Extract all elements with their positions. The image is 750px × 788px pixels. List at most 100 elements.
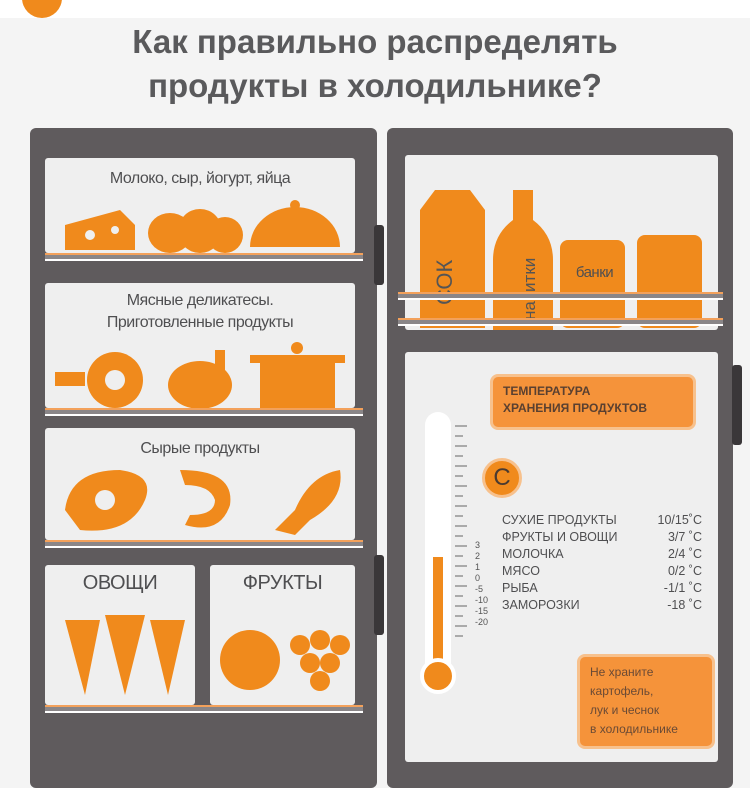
thermometer-tick [455, 425, 467, 427]
product-type: ФРУКТЫ И ОВОЩИ [502, 530, 618, 544]
shrimp-icon [180, 470, 231, 528]
temperature-range: 3/7 ˚C [667, 530, 702, 544]
juice-carton-icon [420, 210, 485, 328]
prepared-icons [55, 342, 345, 410]
title-line-2: продукты в холодильнике? [148, 67, 602, 104]
warning-line: Не храните [590, 665, 654, 679]
warning-line: лук и чеснок [590, 703, 660, 717]
product-type: МОЛОЧКА [502, 547, 564, 561]
shelf-line [45, 705, 363, 713]
warning-line: в холодильнике [590, 722, 678, 736]
product-type: СУХИЕ ПРОДУКТЫ [502, 513, 617, 527]
product-type: ЗАМОРОЗКИ [502, 598, 580, 612]
cloche-icon [250, 207, 340, 247]
title-line-1: Как правильно распределять [132, 23, 618, 60]
scale-label: 2 [475, 551, 481, 561]
thermometer-tick [455, 535, 463, 537]
cans-label: банки [575, 264, 614, 281]
hinge [374, 555, 384, 635]
thermometer-tick [455, 625, 467, 627]
thermometer-tick [455, 545, 467, 547]
top-bar [0, 0, 750, 18]
thermometer-bulb [420, 658, 456, 694]
scale-label: -10 [475, 595, 489, 605]
celsius-badge: C [482, 458, 522, 498]
temperature-range: 2/4 ˚C [667, 547, 702, 561]
thermometer-tick [455, 515, 463, 517]
hinge [374, 225, 384, 285]
hinge [732, 365, 742, 445]
thermometer-tick [455, 595, 463, 597]
label-line: Приготовленные продукты [106, 314, 294, 331]
warning-note: Не храните картофель, лук и чеснок в хол… [577, 654, 715, 749]
thermometer-tick [455, 525, 467, 527]
thermometer-tick [455, 605, 467, 607]
scale-label: -20 [475, 617, 489, 627]
grapes-icon [290, 630, 350, 691]
heading-line: ТЕМПЕРАТУРА [503, 384, 591, 398]
temperature-heading: ТЕМПЕРАТУРА ХРАНЕНИЯ ПРОДУКТОВ [490, 374, 696, 430]
pot-icon [260, 360, 335, 410]
heading-line: ХРАНЕНИЯ ПРОДУКТОВ [503, 401, 647, 415]
egg-icon [207, 217, 243, 253]
warning-line: картофель, [590, 684, 654, 698]
celsius-symbol: C [493, 464, 511, 491]
apple-icon [220, 630, 280, 690]
raw-icons [65, 470, 341, 535]
temperature-row: ЗАМОРОЗКИ -18 ˚C [502, 597, 702, 614]
fruit-icons [220, 630, 350, 691]
temperature-row: МОЛОЧКА 2/4 ˚C [502, 546, 702, 563]
shelf-prepared-label: Мясные деликатесы. Приготовленные продук… [45, 290, 355, 334]
shelf-line [398, 292, 723, 300]
carrot-icons [65, 615, 185, 695]
scale-label: 1 [475, 562, 481, 572]
temperature-range: -1/1 ˚C [663, 581, 702, 595]
thermometer-tick [455, 575, 463, 577]
drinks-icons [420, 190, 702, 330]
temperature-range: 10/15˚C [657, 513, 702, 527]
scale-label: -5 [475, 584, 484, 594]
thermometer-tick [455, 615, 463, 617]
fish-icon [275, 470, 341, 535]
thermometer-tick [455, 565, 467, 567]
temperature-range: -18 ˚C [667, 598, 702, 612]
thermometer-tick [455, 435, 463, 437]
carrot-icon [65, 620, 100, 695]
product-type: МЯСО [502, 564, 540, 578]
can-icon [637, 235, 702, 328]
temperature-range: 0/2 ˚C [667, 564, 702, 578]
shelf-line [45, 408, 363, 416]
thermometer-level [433, 557, 443, 677]
drinks-label: напитки [520, 257, 539, 320]
product-type: РЫБА [502, 581, 538, 595]
scale-label: -15 [475, 606, 489, 616]
dairy-icons [65, 200, 340, 253]
thermometer-tick [455, 465, 467, 467]
carrot-icon [105, 615, 145, 695]
page-title: Как правильно распределять продукты в хо… [0, 20, 750, 108]
temperature-row: РЫБА -1/1 ˚C [502, 580, 702, 597]
thermometer-tick [455, 455, 463, 457]
thermometer-tick [455, 475, 463, 477]
shelf-dairy-label: Молоко, сыр, йогурт, яйца [109, 170, 291, 187]
carrot-icon [150, 620, 185, 695]
logo-circle [22, 0, 62, 18]
label-line: Мясные деликатесы. [126, 292, 274, 309]
shelf-line [398, 318, 723, 326]
thermometer-tick [455, 445, 467, 447]
temperature-row: МЯСО 0/2 ˚C [502, 563, 702, 580]
can-icon [560, 240, 625, 328]
thermometer-tick [455, 505, 467, 507]
drawer-vegetables-label: ОВОЩИ [82, 572, 158, 594]
shelf-raw-label: Сырые продукты [140, 440, 260, 457]
shelf-line [45, 253, 363, 261]
thermometer-tick [455, 555, 463, 557]
temperature-row: СУХИЕ ПРОДУКТЫ 10/15˚C [502, 512, 702, 529]
scale-label: 0 [475, 573, 481, 583]
thermometer-tick [455, 485, 467, 487]
drawer-fruits-label: ФРУКТЫ [242, 572, 323, 594]
scale-label: 3 [475, 540, 481, 550]
cheese-icon [65, 210, 135, 250]
temperature-row: ФРУКТЫ И ОВОЩИ 3/7 ˚C [502, 529, 702, 546]
thermometer-tick [455, 635, 463, 637]
